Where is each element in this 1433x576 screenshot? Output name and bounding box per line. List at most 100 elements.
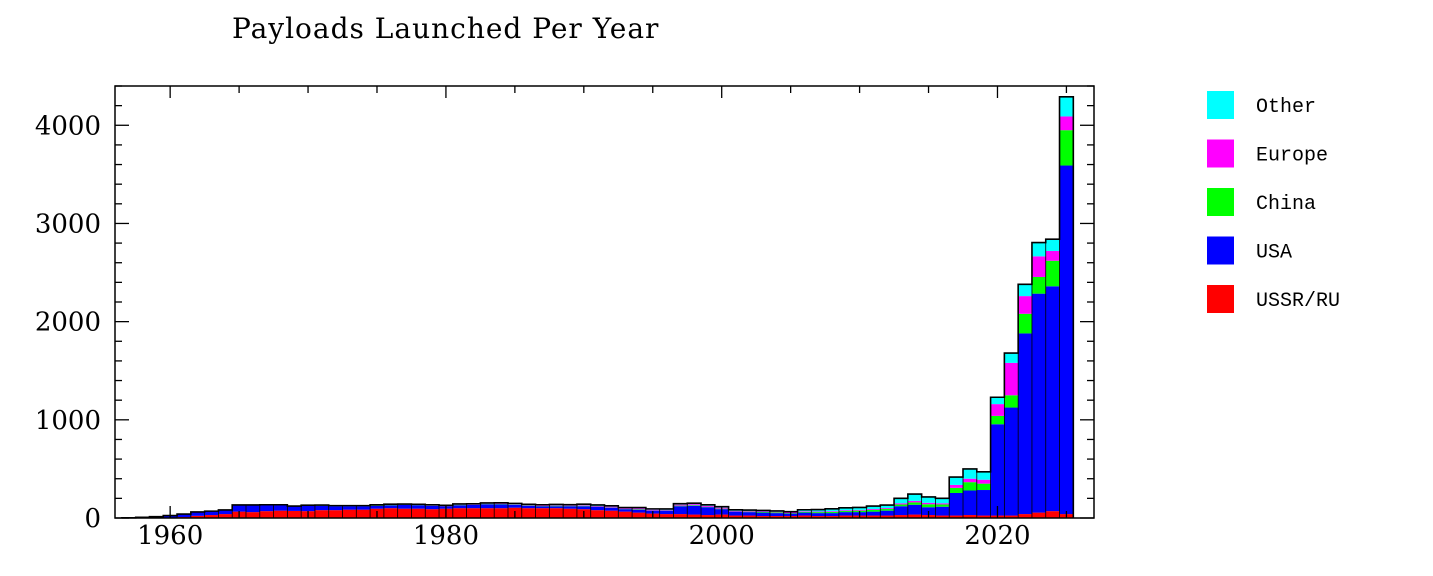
bar-europe-2003: [756, 511, 771, 513]
bar-europe-2020: [990, 404, 1005, 416]
bar-usa-1987: [535, 506, 550, 509]
bar-other-2022: [1018, 284, 1033, 297]
bar-ussr-ru-1988: [549, 508, 564, 518]
bar-usa-1985: [507, 504, 523, 508]
chart-title: Payloads Launched Per Year: [232, 12, 659, 45]
bar-europe-2015: [921, 502, 936, 505]
bar-europe-2023: [1031, 256, 1047, 277]
bar-ussr-ru-1967: [259, 511, 274, 518]
bar-usa-1994: [632, 509, 647, 513]
bar-usa-1967: [259, 505, 274, 512]
bar-ussr-ru-2001: [728, 515, 743, 518]
bar-ussr-ru-1991: [590, 510, 605, 518]
bar-ussr-ru-1969: [287, 510, 302, 518]
bar-usa-2019: [976, 490, 991, 516]
bar-europe-2011: [866, 508, 881, 510]
bar-usa-2025: [1059, 165, 1074, 515]
bar-usa-2017: [949, 492, 964, 516]
bar-china-2008: [825, 512, 840, 514]
bar-ussr-ru-1981: [452, 508, 468, 518]
bar-europe-2002: [742, 511, 757, 512]
bar-usa-1961: [177, 514, 192, 518]
legend-swatch-china: [1207, 188, 1234, 216]
bar-usa-1998: [687, 505, 702, 515]
bar-other-2019: [976, 471, 991, 480]
bar-europe-1994: [632, 508, 647, 510]
y-tick-label-2000: 2000: [35, 308, 101, 338]
bar-ussr-ru-1963: [204, 515, 219, 518]
bar-other-2016: [935, 498, 950, 504]
y-tick-label-1000: 1000: [35, 406, 101, 436]
bar-ussr-ru-1974: [356, 509, 371, 518]
bar-usa-1962: [190, 511, 206, 516]
bar-europe-2018: [963, 478, 978, 483]
legend-swatch-europe: [1207, 139, 1234, 168]
x-tick-label-1980: 1980: [413, 521, 479, 551]
bar-usa-2006: [797, 512, 812, 516]
legend-label-europe: Europe: [1256, 145, 1328, 168]
bar-europe-1997: [673, 504, 688, 506]
bar-usa-1972: [328, 506, 343, 511]
bar-other-2020: [990, 397, 1005, 405]
bar-ussr-ru-2014: [907, 514, 923, 518]
bar-usa-1986: [521, 505, 536, 509]
bar-usa-2021: [1004, 407, 1019, 516]
bar-usa-1973: [342, 506, 357, 510]
bar-europe-2019: [976, 479, 991, 484]
bar-china-2020: [990, 415, 1005, 425]
y-tick-label-3000: 3000: [35, 209, 101, 239]
bar-usa-1992: [604, 507, 619, 511]
bar-china-2025: [1059, 130, 1074, 166]
bar-europe-2022: [1018, 296, 1033, 314]
bar-other-2012: [880, 505, 895, 508]
bar-ussr-ru-1984: [494, 508, 509, 518]
bar-usa-2016: [935, 506, 950, 516]
bar-europe-2013: [894, 503, 909, 505]
bar-ussr-ru-2018: [963, 515, 978, 518]
bar-ussr-ru-1962: [190, 515, 206, 518]
bar-ussr-ru-2016: [935, 515, 950, 518]
bar-europe-2006: [797, 511, 812, 512]
bar-usa-2020: [990, 424, 1005, 516]
bar-ussr-ru-1983: [480, 508, 495, 518]
legend-swatch-usa: [1207, 236, 1234, 265]
bar-ussr-ru-1978: [411, 508, 426, 518]
bars-layer: [121, 96, 1074, 518]
bar-usa-2024: [1045, 286, 1060, 512]
bar-usa-1984: [494, 504, 509, 509]
legend-label-other: Other: [1256, 96, 1316, 119]
bar-usa-1988: [549, 506, 564, 509]
bar-china-2018: [963, 482, 978, 491]
bar-europe-2014: [907, 500, 923, 503]
bar-usa-2012: [880, 510, 895, 516]
bar-ussr-ru-2003: [756, 516, 771, 518]
bar-china-2024: [1045, 260, 1060, 287]
bar-usa-2003: [756, 512, 771, 517]
bar-europe-2024: [1045, 250, 1060, 261]
bar-europe-1998: [687, 504, 702, 506]
legend-label-ussr-ru: USSR/RU: [1256, 290, 1340, 313]
bar-usa-1974: [356, 506, 371, 510]
bar-ussr-ru-2002: [742, 515, 757, 518]
bar-china-2009: [838, 511, 854, 513]
bar-ussr-ru-2007: [811, 516, 826, 518]
bar-ussr-ru-2023: [1031, 512, 1047, 518]
bar-other-2023: [1031, 242, 1047, 257]
bar-usa-2022: [1018, 333, 1033, 515]
bar-ussr-ru-1966: [245, 512, 261, 518]
bar-usa-1996: [659, 510, 674, 515]
bar-china-2013: [894, 504, 909, 507]
bar-other-2017: [949, 477, 964, 485]
bar-ussr-ru-1992: [604, 510, 619, 518]
bar-usa-1964: [218, 510, 233, 515]
bar-usa-1976: [383, 505, 399, 509]
bar-china-2012: [880, 508, 895, 511]
bar-europe-2007: [811, 511, 826, 513]
bar-china-2022: [1018, 313, 1033, 334]
bar-usa-1991: [590, 506, 605, 511]
bar-usa-1981: [452, 505, 468, 509]
bar-ussr-ru-1996: [659, 514, 674, 518]
bar-europe-1992: [604, 506, 619, 508]
x-tick-label-1960: 1960: [137, 521, 203, 551]
bar-china-2014: [907, 502, 923, 505]
